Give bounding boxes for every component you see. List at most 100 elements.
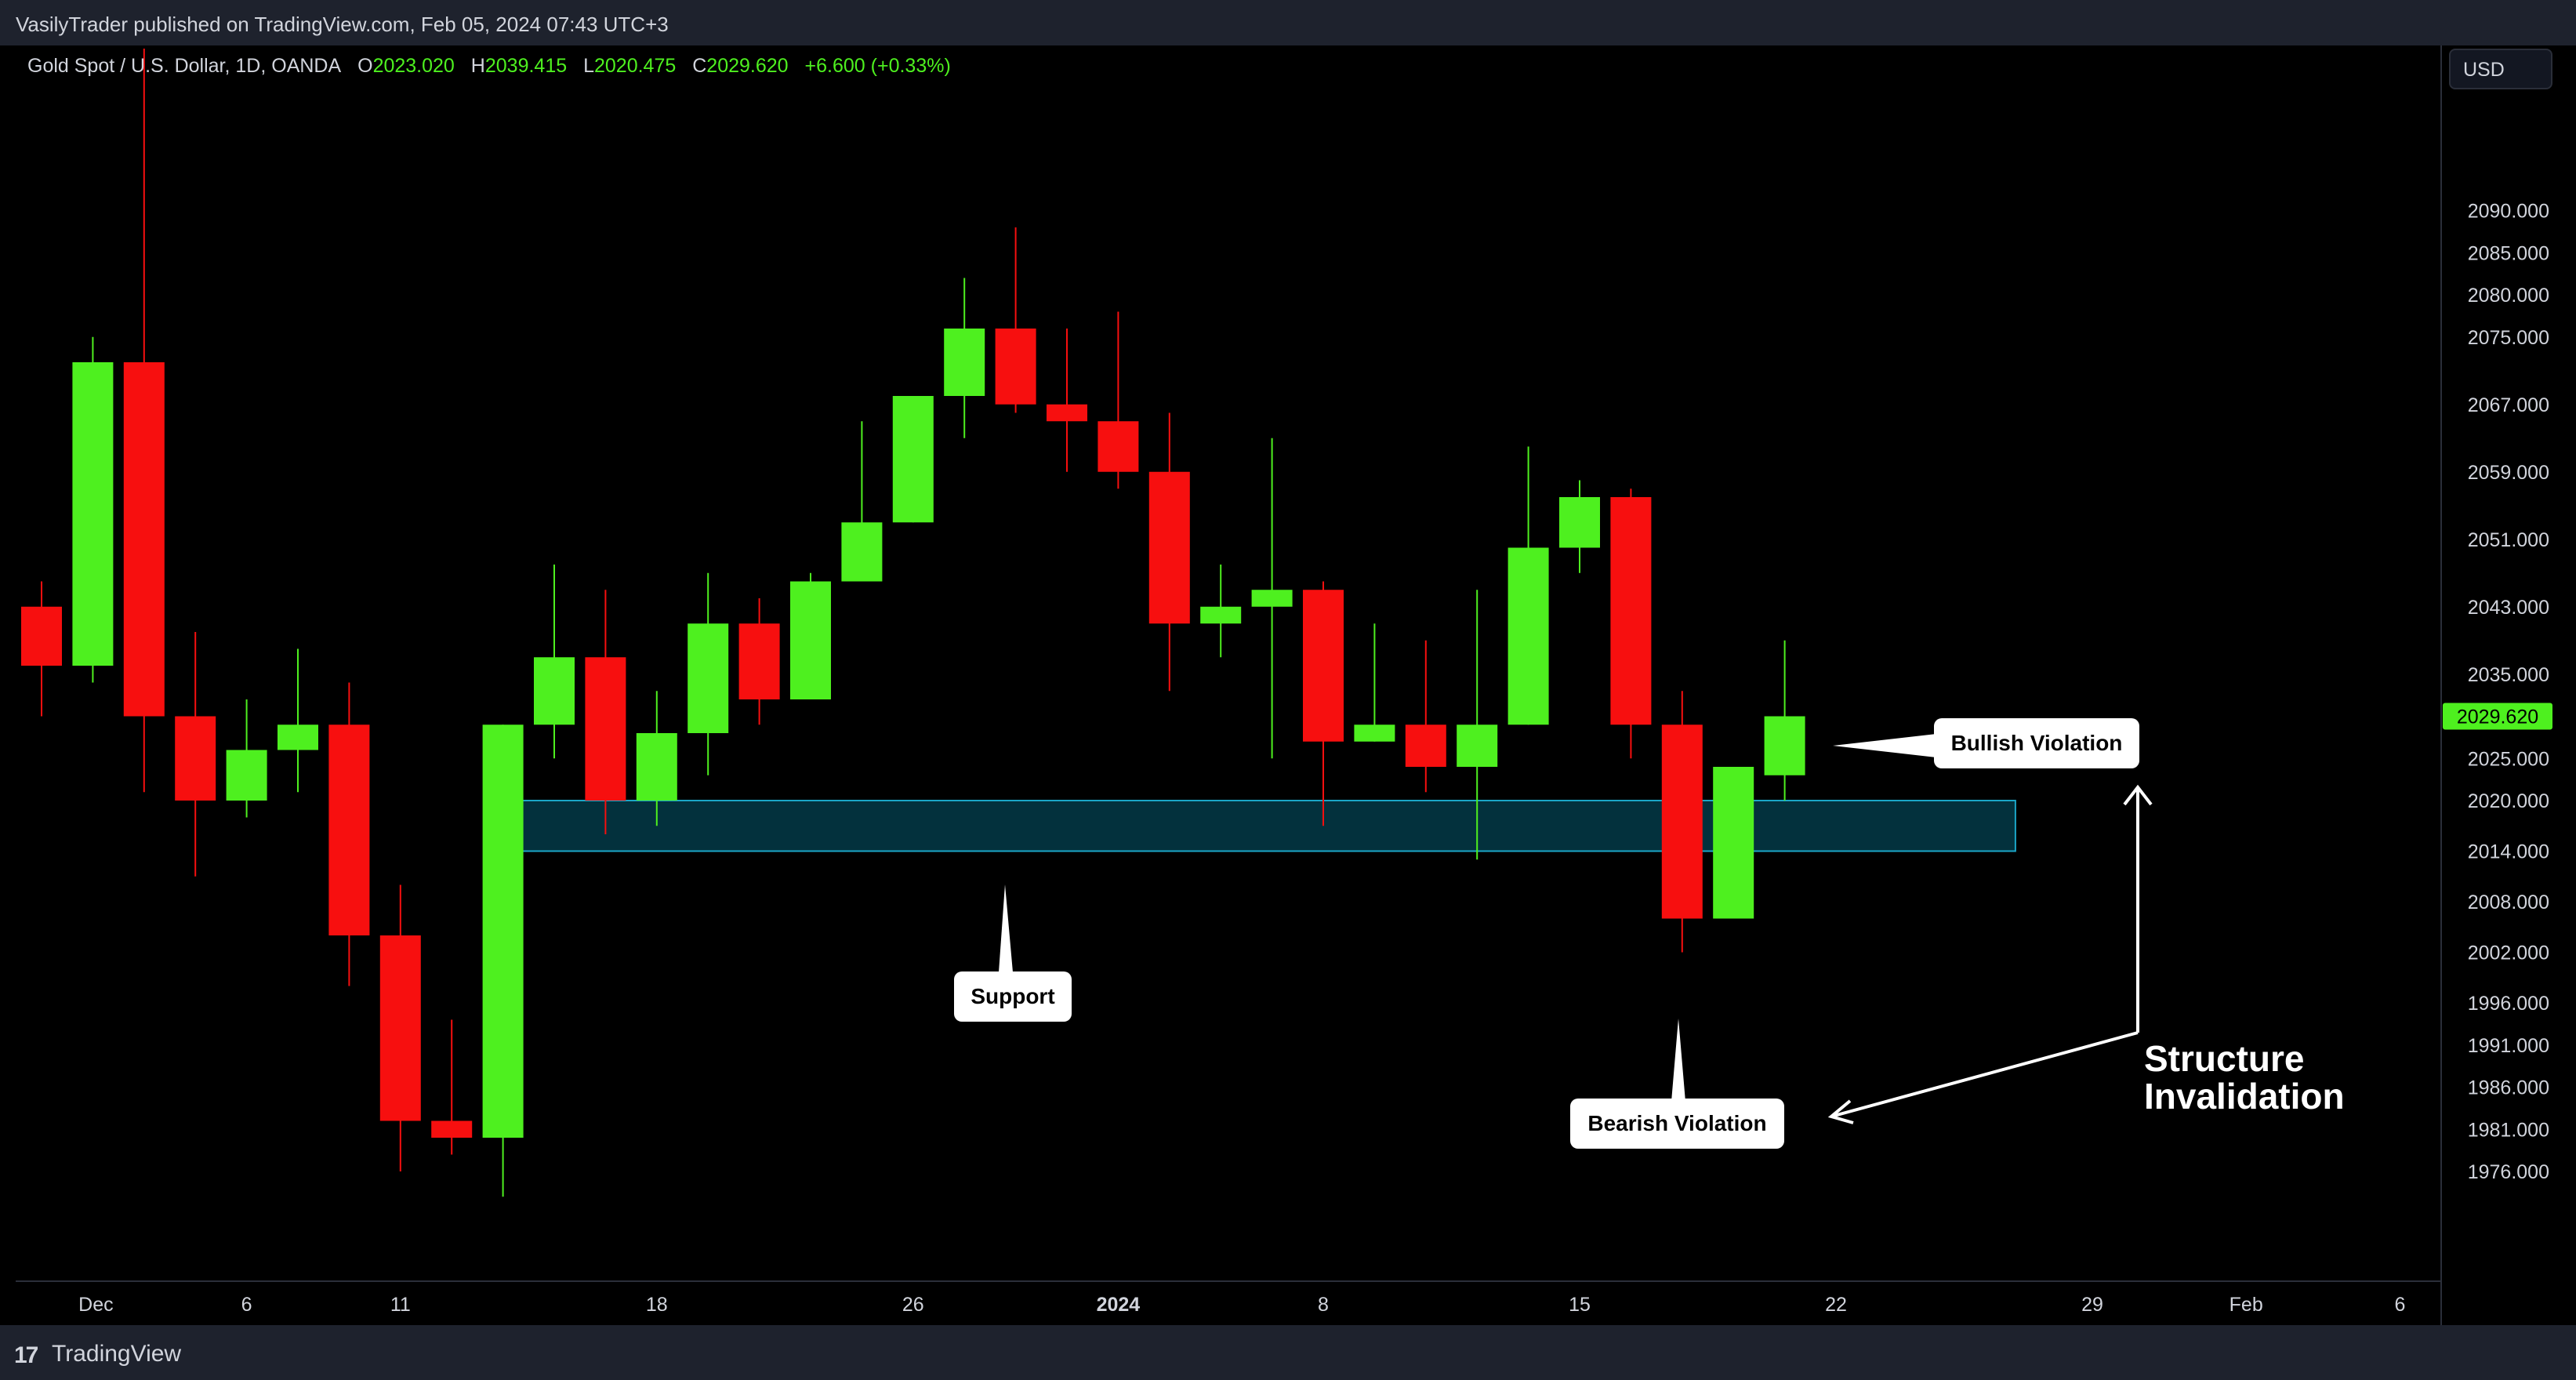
candle[interactable] bbox=[226, 699, 267, 818]
candle[interactable] bbox=[328, 682, 370, 986]
candle[interactable] bbox=[1508, 446, 1549, 725]
time-tick-label: 29 bbox=[2081, 1294, 2103, 1316]
candle[interactable] bbox=[1047, 329, 1087, 472]
candle[interactable] bbox=[278, 648, 318, 793]
open-label: O bbox=[357, 55, 373, 77]
candle-body bbox=[636, 733, 677, 801]
candle[interactable] bbox=[1610, 488, 1652, 759]
candle[interactable] bbox=[636, 691, 677, 826]
published-info: VasilyTrader published on TradingView.co… bbox=[16, 13, 669, 36]
candle-body bbox=[226, 750, 267, 801]
price-tick-label: 2025.000 bbox=[2468, 748, 2549, 770]
candle[interactable] bbox=[1354, 623, 1395, 742]
candle-body bbox=[1610, 497, 1652, 725]
candle[interactable] bbox=[482, 724, 524, 1197]
candle[interactable] bbox=[1200, 565, 1242, 658]
candle-body bbox=[1303, 590, 1344, 742]
currency-button[interactable]: USD bbox=[2449, 49, 2552, 89]
candle-body bbox=[688, 623, 729, 733]
symbol-legend: Gold Spot / U.S. Dollar, 1D, OANDA O2023… bbox=[27, 55, 962, 78]
candle[interactable] bbox=[790, 572, 831, 699]
last-price-tag bbox=[2443, 703, 2552, 730]
bullish-callout-pointer bbox=[1833, 734, 1936, 757]
footer-bar: 17 TradingView bbox=[0, 1325, 2576, 1380]
price-tick-label: 1981.000 bbox=[2468, 1119, 2549, 1141]
price-tick-label: 2075.000 bbox=[2468, 327, 2549, 349]
candle[interactable] bbox=[1713, 767, 1754, 919]
candle[interactable] bbox=[1251, 438, 1293, 759]
tradingview-brand[interactable]: TradingView bbox=[52, 1341, 182, 1367]
low-value: 2020.475 bbox=[594, 55, 677, 77]
candle[interactable] bbox=[1457, 590, 1498, 860]
candle-body bbox=[995, 329, 1036, 405]
support-zone[interactable] bbox=[502, 800, 2016, 852]
change-value: +6.600 (+0.33%) bbox=[804, 55, 951, 77]
candle[interactable] bbox=[72, 336, 114, 683]
tradingview-logo-icon[interactable]: 17 bbox=[14, 1342, 38, 1368]
price-tick-label: 2008.000 bbox=[2468, 892, 2549, 913]
candle[interactable] bbox=[585, 590, 626, 834]
candle[interactable] bbox=[21, 581, 62, 717]
candle-body bbox=[1148, 471, 1190, 624]
candle-body bbox=[1098, 421, 1139, 472]
candle[interactable] bbox=[123, 49, 165, 793]
candle-body bbox=[1508, 547, 1549, 725]
candle[interactable] bbox=[1661, 691, 1703, 953]
bearish-violation-callout: Bearish Violation bbox=[1570, 1099, 1784, 1149]
structure-label-line2: Invalidation bbox=[2144, 1076, 2345, 1117]
candle-body bbox=[1405, 724, 1446, 767]
price-tick-label: 2059.000 bbox=[2468, 462, 2549, 484]
publish-bar: VasilyTrader published on TradingView.co… bbox=[0, 0, 2576, 45]
support-callout-pointer bbox=[999, 884, 1013, 972]
time-tick-label: 2024 bbox=[1097, 1294, 1141, 1316]
candle[interactable] bbox=[175, 632, 216, 877]
candle-body bbox=[72, 362, 114, 666]
candle-body bbox=[585, 657, 626, 801]
time-tick-label: Feb bbox=[2230, 1294, 2263, 1316]
candle-body bbox=[1713, 767, 1754, 919]
structure-arrow-left-head bbox=[1827, 1099, 1854, 1124]
price-tick-label: 2014.000 bbox=[2468, 841, 2549, 863]
price-tick-label: 1976.000 bbox=[2468, 1161, 2549, 1183]
candle-body bbox=[175, 716, 216, 801]
price-tick-label: 2085.000 bbox=[2468, 242, 2549, 264]
price-tick-label: 2002.000 bbox=[2468, 942, 2549, 964]
support-callout: Support bbox=[954, 971, 1072, 1022]
time-tick-label: 26 bbox=[902, 1294, 924, 1316]
candle[interactable] bbox=[841, 421, 883, 582]
candle-body bbox=[123, 362, 165, 717]
last-price-value: 2029.620 bbox=[2457, 706, 2538, 728]
price-tick-label: 2020.000 bbox=[2468, 790, 2549, 812]
time-tick-label: 15 bbox=[1569, 1294, 1591, 1316]
price-tick-label: 2067.000 bbox=[2468, 394, 2549, 416]
price-tick-label: 1991.000 bbox=[2468, 1035, 2549, 1057]
price-tick-label: 2043.000 bbox=[2468, 597, 2549, 619]
candle[interactable] bbox=[1405, 640, 1446, 793]
candle[interactable] bbox=[379, 884, 421, 1172]
candle[interactable] bbox=[534, 565, 575, 759]
candle-body bbox=[278, 724, 318, 750]
candle[interactable] bbox=[1559, 480, 1600, 573]
candle[interactable] bbox=[1148, 412, 1190, 692]
candle[interactable] bbox=[738, 598, 780, 725]
candle-body bbox=[1457, 724, 1498, 767]
candle[interactable] bbox=[431, 1019, 473, 1155]
bullish-violation-callout: Bullish Violation bbox=[1934, 718, 2139, 768]
candle[interactable] bbox=[995, 227, 1036, 413]
price-tick-label: 2080.000 bbox=[2468, 285, 2549, 307]
candle[interactable] bbox=[892, 396, 934, 523]
candle[interactable] bbox=[1098, 311, 1139, 489]
close-value: 2029.620 bbox=[706, 55, 789, 77]
symbol-name[interactable]: Gold Spot / U.S. Dollar, 1D, OANDA bbox=[27, 55, 342, 77]
candle[interactable] bbox=[1303, 581, 1344, 826]
time-tick-label: Dec bbox=[78, 1294, 113, 1316]
structure-invalidation-label: Structure Invalidation bbox=[2144, 1040, 2345, 1115]
candle-body bbox=[482, 724, 524, 1138]
candle-body bbox=[534, 657, 575, 725]
candle[interactable] bbox=[688, 572, 729, 775]
chart-area[interactable] bbox=[16, 45, 2560, 1325]
high-label: H bbox=[470, 55, 485, 77]
candle[interactable] bbox=[944, 278, 985, 438]
candle[interactable] bbox=[1764, 640, 1805, 801]
